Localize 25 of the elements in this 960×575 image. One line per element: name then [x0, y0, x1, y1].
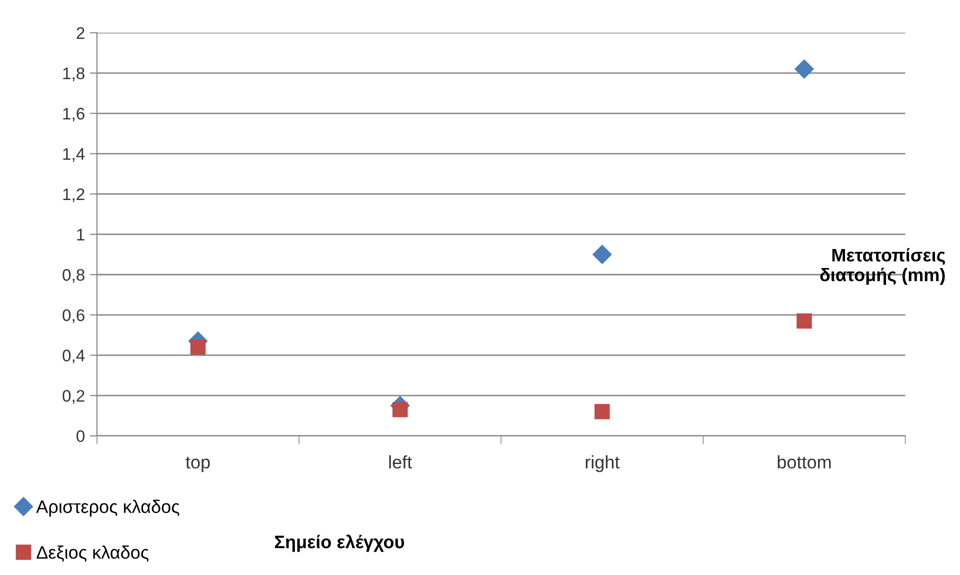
y-tick-label: 0,4 — [62, 350, 85, 364]
x-axis-title: Σημείο ελέγχου — [274, 534, 404, 552]
y-axis-title: Μετατοπίσεις διατομής (mm) — [820, 248, 945, 285]
point — [796, 313, 812, 329]
y-tick-label: 0 — [76, 430, 85, 442]
y-tick-label: 1,2 — [63, 188, 84, 202]
y-tick-label: 1,8 — [63, 67, 84, 82]
point — [392, 402, 408, 418]
y-tick-label: 0,8 — [62, 269, 84, 283]
y-tick-label: 0,2 — [62, 390, 84, 404]
y-tick-label: 2 — [76, 27, 84, 39]
point — [592, 244, 612, 264]
legend-label: Δεξιος κλαδος — [36, 546, 149, 562]
point — [794, 60, 814, 79]
x-tick-label: right — [586, 455, 620, 472]
y-tick-label: 0,6 — [62, 309, 84, 324]
y-tick-label: 1,4 — [63, 148, 85, 162]
point — [190, 340, 206, 355]
point — [594, 404, 610, 420]
y-tick-label: 1 — [77, 228, 84, 240]
x-tick-label: top — [186, 456, 210, 472]
x-tick-label: bottom — [778, 455, 831, 469]
legend-label: Αριστερος κλαδος — [36, 500, 180, 517]
y-tick-label: 1,6 — [63, 108, 84, 122]
x-tick-label: left — [389, 455, 412, 469]
